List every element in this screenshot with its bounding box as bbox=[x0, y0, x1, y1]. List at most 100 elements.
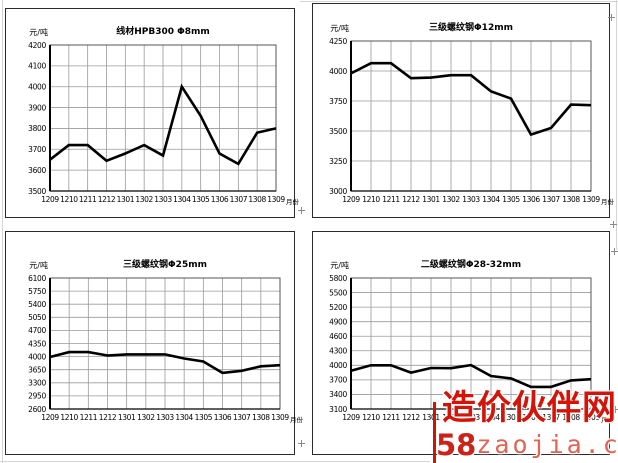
svg-text:1212: 1212 bbox=[99, 413, 117, 422]
svg-text:元/吨: 元/吨 bbox=[330, 23, 349, 33]
svg-text:4000: 4000 bbox=[329, 361, 347, 370]
svg-text:元/吨: 元/吨 bbox=[29, 260, 48, 270]
svg-text:1301: 1301 bbox=[117, 195, 135, 204]
svg-text:1308: 1308 bbox=[562, 195, 580, 204]
svg-text:3700: 3700 bbox=[329, 376, 347, 385]
svg-text:4900: 4900 bbox=[329, 317, 347, 326]
svg-text:1302: 1302 bbox=[137, 413, 155, 422]
svg-text:1211: 1211 bbox=[382, 413, 400, 422]
svg-text:1309: 1309 bbox=[271, 413, 289, 422]
svg-text:1305: 1305 bbox=[502, 195, 520, 204]
svg-text:3500: 3500 bbox=[28, 187, 46, 196]
svg-text:1309: 1309 bbox=[267, 195, 285, 204]
chart-panel-rebar-25mm: 2600 2950 3300 3650 4000 4350 4700 5050 5400 5750… bbox=[5, 231, 304, 455]
svg-text:1306: 1306 bbox=[214, 413, 232, 422]
svg-text:5800: 5800 bbox=[329, 274, 347, 283]
svg-text:1307: 1307 bbox=[233, 413, 251, 422]
svg-text:4000: 4000 bbox=[28, 352, 46, 361]
svg-text:月份: 月份 bbox=[286, 197, 300, 206]
grade3-rebar-12mm-line-chart: 3000 3250 3500 3750 4000 4250 1209 1210 1211 1212… bbox=[329, 21, 614, 206]
frame-line-left bbox=[2, 0, 3, 463]
svg-text:5400: 5400 bbox=[28, 300, 46, 309]
svg-text:3300: 3300 bbox=[28, 379, 46, 388]
svg-text:1301: 1301 bbox=[118, 413, 136, 422]
svg-text:三级螺纹钢Φ25mm: 三级螺纹钢Φ25mm bbox=[123, 258, 207, 270]
svg-text:1209: 1209 bbox=[41, 413, 59, 422]
svg-text:1304: 1304 bbox=[482, 195, 500, 204]
svg-text:1210: 1210 bbox=[362, 195, 380, 204]
svg-text:1304: 1304 bbox=[173, 195, 191, 204]
artifact-cross bbox=[298, 440, 305, 447]
artifact-cross bbox=[612, 406, 618, 413]
artifact-cross bbox=[298, 207, 305, 214]
svg-text:3600: 3600 bbox=[28, 166, 46, 175]
svg-text:1212: 1212 bbox=[402, 195, 420, 204]
svg-text:1211: 1211 bbox=[382, 195, 400, 204]
svg-text:1306: 1306 bbox=[522, 413, 540, 422]
svg-text:1303: 1303 bbox=[156, 413, 174, 422]
svg-text:1209: 1209 bbox=[342, 195, 360, 204]
svg-text:1210: 1210 bbox=[60, 195, 78, 204]
svg-text:1212: 1212 bbox=[402, 413, 420, 422]
svg-text:1307: 1307 bbox=[230, 195, 248, 204]
svg-text:3750: 3750 bbox=[329, 97, 347, 106]
svg-text:5200: 5200 bbox=[329, 303, 347, 312]
svg-text:4600: 4600 bbox=[329, 332, 347, 341]
svg-text:1308: 1308 bbox=[562, 413, 580, 422]
svg-text:3250: 3250 bbox=[329, 157, 347, 166]
svg-text:1309: 1309 bbox=[582, 413, 600, 422]
svg-text:3000: 3000 bbox=[329, 187, 347, 196]
svg-text:1302: 1302 bbox=[442, 195, 460, 204]
svg-text:二级螺纹钢Φ28-32mm: 二级螺纹钢Φ28-32mm bbox=[421, 258, 521, 270]
svg-text:1211: 1211 bbox=[79, 195, 97, 204]
svg-text:月份: 月份 bbox=[601, 197, 615, 206]
svg-text:1211: 1211 bbox=[80, 413, 98, 422]
svg-text:5750: 5750 bbox=[28, 287, 46, 296]
svg-text:3100: 3100 bbox=[329, 405, 347, 414]
svg-text:1308: 1308 bbox=[252, 413, 270, 422]
svg-text:1309: 1309 bbox=[582, 195, 600, 204]
svg-text:5050: 5050 bbox=[28, 313, 46, 322]
chart-panel-rebar-12mm: 3000 3250 3500 3750 4000 4250 1209 1210 1211 1212… bbox=[312, 3, 615, 218]
svg-text:1303: 1303 bbox=[462, 195, 480, 204]
svg-text:1306: 1306 bbox=[211, 195, 229, 204]
svg-text:2950: 2950 bbox=[28, 392, 46, 401]
svg-text:1303: 1303 bbox=[462, 413, 480, 422]
svg-text:4000: 4000 bbox=[329, 67, 347, 76]
svg-text:1305: 1305 bbox=[192, 195, 210, 204]
svg-text:3650: 3650 bbox=[28, 366, 46, 375]
artifact-cross bbox=[610, 221, 617, 228]
svg-text:3900: 3900 bbox=[28, 103, 46, 112]
artifact-cross bbox=[611, 248, 618, 255]
frame-line-top bbox=[300, 1, 618, 2]
svg-text:1209: 1209 bbox=[41, 195, 59, 204]
artifact-cross bbox=[608, 14, 615, 21]
wire-rod-hpb300-8mm-line-chart: 3500 3600 3700 3800 3900 4000 4100 4200 1209 1210… bbox=[28, 25, 299, 206]
svg-text:4700: 4700 bbox=[28, 326, 46, 335]
grade3-rebar-25mm-line-chart: 2600 2950 3300 3650 4000 4350 4700 5050 5400 5750… bbox=[28, 258, 303, 424]
svg-text:1212: 1212 bbox=[98, 195, 116, 204]
svg-text:线材HPB300 Φ8mm: 线材HPB300 Φ8mm bbox=[116, 25, 210, 37]
svg-text:4250: 4250 bbox=[329, 37, 347, 46]
frame-line-right bbox=[616, 0, 617, 250]
svg-text:3800: 3800 bbox=[28, 124, 46, 133]
svg-text:1306: 1306 bbox=[522, 195, 540, 204]
svg-text:1210: 1210 bbox=[60, 413, 78, 422]
svg-text:4100: 4100 bbox=[28, 62, 46, 71]
svg-text:三级螺纹钢Φ12mm: 三级螺纹钢Φ12mm bbox=[429, 21, 513, 33]
svg-text:4000: 4000 bbox=[28, 83, 46, 92]
svg-text:1307: 1307 bbox=[542, 413, 560, 422]
chart-panel-rebar-28-32mm: 3100 3400 3700 4000 4300 4600 4900 5200 5500 5800… bbox=[312, 231, 615, 455]
svg-text:元/吨: 元/吨 bbox=[330, 260, 349, 270]
svg-text:1301: 1301 bbox=[422, 413, 440, 422]
svg-text:3500: 3500 bbox=[329, 127, 347, 136]
svg-text:1305: 1305 bbox=[195, 413, 213, 422]
svg-text:5500: 5500 bbox=[329, 288, 347, 297]
svg-text:4350: 4350 bbox=[28, 339, 46, 348]
svg-text:1209: 1209 bbox=[342, 413, 360, 422]
svg-text:4300: 4300 bbox=[329, 347, 347, 356]
svg-text:3400: 3400 bbox=[329, 390, 347, 399]
svg-text:1308: 1308 bbox=[248, 195, 266, 204]
svg-text:6100: 6100 bbox=[28, 274, 46, 283]
